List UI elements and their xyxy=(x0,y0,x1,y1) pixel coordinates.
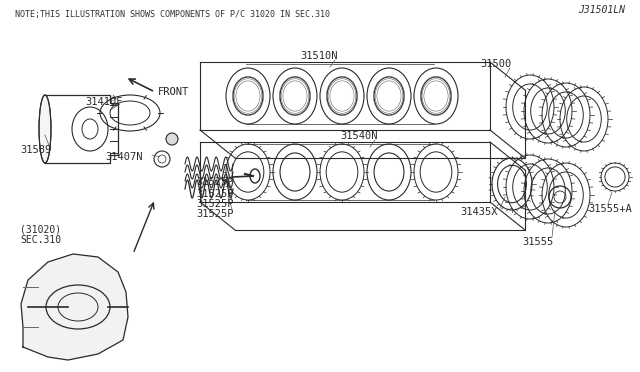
Text: FRONT: FRONT xyxy=(158,87,189,97)
Ellipse shape xyxy=(39,95,51,163)
Text: 31500: 31500 xyxy=(480,59,511,69)
Text: 31525P: 31525P xyxy=(196,177,234,187)
Text: 31525P: 31525P xyxy=(196,189,234,199)
Text: 31435X: 31435X xyxy=(460,207,497,217)
Ellipse shape xyxy=(166,133,178,145)
Text: 31540N: 31540N xyxy=(340,131,378,141)
Text: (31020): (31020) xyxy=(20,224,61,234)
Text: 31555+A: 31555+A xyxy=(588,204,632,214)
Text: 31525P: 31525P xyxy=(196,209,234,219)
Text: 31589: 31589 xyxy=(20,145,51,155)
Text: NOTE;THIS ILLUSTRATION SHOWS COMPONENTS OF P/C 31020 IN SEC.310: NOTE;THIS ILLUSTRATION SHOWS COMPONENTS … xyxy=(15,10,330,19)
Text: 31525P: 31525P xyxy=(196,199,234,209)
Text: 31555: 31555 xyxy=(522,237,553,247)
Text: 31410F: 31410F xyxy=(85,97,122,107)
Polygon shape xyxy=(21,254,128,360)
Text: 31407N: 31407N xyxy=(105,152,143,162)
Text: SEC.310: SEC.310 xyxy=(20,235,61,245)
Text: J31501LN: J31501LN xyxy=(578,5,625,15)
Text: 31510N: 31510N xyxy=(300,51,337,61)
